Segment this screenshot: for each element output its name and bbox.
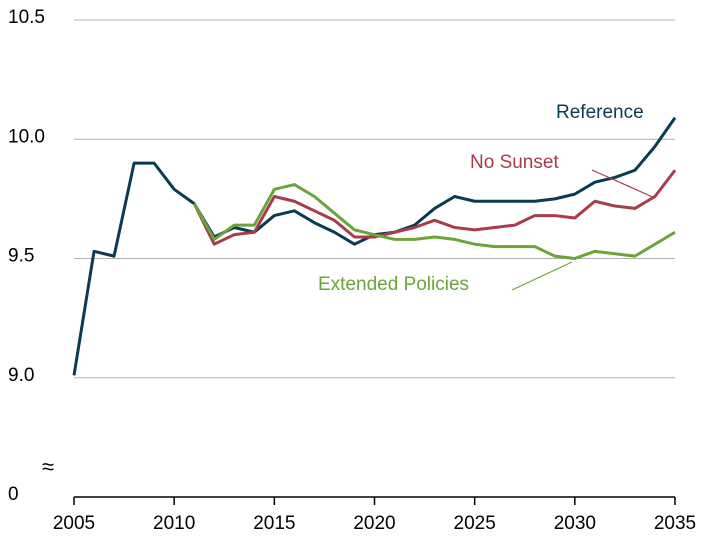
x-tick-label: 2035	[654, 513, 696, 534]
x-tick-label: 2020	[353, 513, 395, 534]
series-label: No Sunset	[470, 152, 559, 173]
y-tick-label: 9.5	[8, 246, 34, 267]
leader-line	[591, 169, 656, 199]
x-tick-label: 2030	[554, 513, 596, 534]
series-line	[192, 169, 677, 246]
leader-line	[511, 261, 573, 291]
axis-break: ≈	[42, 454, 54, 479]
y-tick-label: 10.5	[8, 7, 45, 28]
x-tick-label: 2025	[454, 513, 496, 534]
series-label: Extended Policies	[318, 274, 469, 295]
x-tick-label: 2010	[153, 513, 195, 534]
x-tick-label: 2015	[253, 513, 295, 534]
y-tick-label: 9.0	[8, 365, 34, 386]
series-line	[72, 116, 677, 376]
y-tick-label: 10.0	[8, 126, 45, 147]
y-tick-label: 0	[8, 484, 19, 505]
series-line	[192, 183, 676, 260]
series-label: Reference	[556, 102, 644, 123]
x-tick-label: 2005	[53, 513, 95, 534]
